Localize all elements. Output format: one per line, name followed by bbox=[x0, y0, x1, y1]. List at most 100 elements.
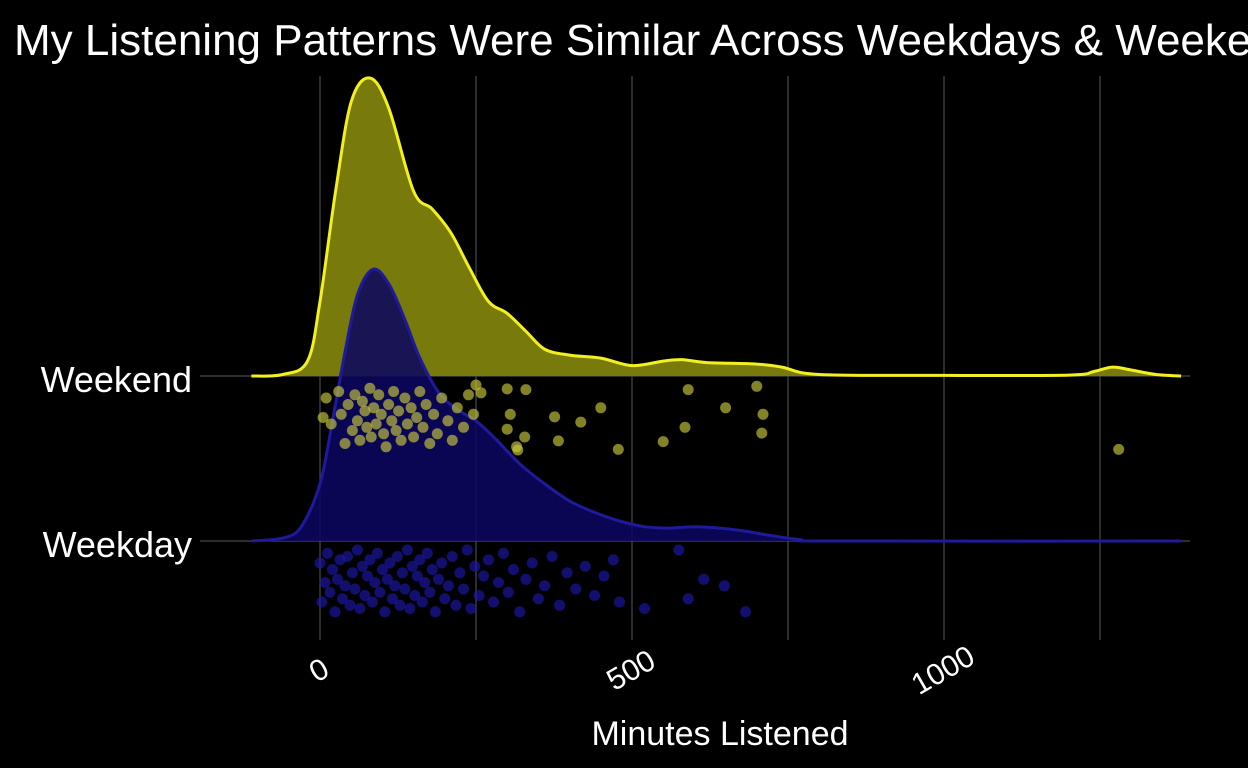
data-point-weekday bbox=[561, 567, 573, 579]
data-point-weekend bbox=[370, 418, 382, 430]
data-point-weekday bbox=[324, 586, 336, 598]
data-point-weekend bbox=[463, 389, 474, 401]
data-point-weekend bbox=[356, 395, 368, 407]
data-point-weekday bbox=[349, 583, 361, 595]
data-point-weekend bbox=[417, 421, 429, 433]
data-point-weekday bbox=[381, 573, 393, 585]
data-point-weekend bbox=[317, 412, 329, 423]
data-point-weekday bbox=[483, 554, 494, 566]
data-point-weekend bbox=[405, 402, 417, 414]
data-point-weekend bbox=[657, 436, 669, 448]
data-point-weekday bbox=[332, 573, 343, 585]
data-point-weekend bbox=[342, 399, 354, 410]
data-point-weekday bbox=[473, 590, 485, 601]
data-point-weekday bbox=[339, 580, 351, 592]
data-point-weekend bbox=[383, 399, 395, 410]
data-point-weekday bbox=[354, 603, 366, 614]
data-point-weekday bbox=[419, 577, 431, 588]
data-point-weekend bbox=[401, 418, 413, 430]
data-point-weekend bbox=[595, 402, 607, 414]
data-point-weekday bbox=[488, 596, 499, 608]
data-point-weekday bbox=[342, 551, 353, 562]
data-point-weekday bbox=[426, 564, 438, 575]
data-point-weekend bbox=[682, 384, 694, 396]
data-point-weekend bbox=[519, 431, 531, 443]
data-point-weekday bbox=[446, 551, 458, 562]
data-point-weekend bbox=[501, 383, 513, 395]
data-point-weekend bbox=[756, 427, 768, 439]
data-point-weekday bbox=[391, 551, 403, 562]
data-point-weekday bbox=[520, 573, 532, 585]
data-point-weekend bbox=[335, 408, 347, 420]
data-point-weekend bbox=[365, 431, 377, 443]
data-point-weekday bbox=[443, 580, 454, 592]
data-point-weekend bbox=[320, 392, 332, 404]
data-point-weekday bbox=[554, 599, 566, 611]
density-area-weekday bbox=[251, 269, 1182, 542]
data-point-weekday bbox=[414, 554, 426, 566]
data-point-weekday bbox=[364, 554, 376, 566]
data-point-weekday bbox=[450, 599, 462, 611]
data-point-weekday bbox=[502, 586, 514, 598]
data-point-weekend bbox=[424, 438, 436, 449]
data-point-weekday bbox=[361, 570, 373, 582]
data-point-weekend bbox=[468, 408, 479, 420]
data-point-weekday bbox=[526, 557, 538, 569]
points-layer bbox=[314, 379, 1125, 618]
data-point-weekend bbox=[395, 434, 407, 446]
data-point-weekday bbox=[607, 554, 619, 566]
data-point-weekday bbox=[469, 560, 481, 572]
data-point-weekday bbox=[386, 593, 398, 605]
data-point-weekday bbox=[371, 547, 383, 559]
x-axis-label: Minutes Listened bbox=[591, 715, 848, 753]
data-point-weekend bbox=[399, 392, 411, 404]
data-point-weekday bbox=[327, 564, 338, 575]
data-point-weekday bbox=[384, 557, 396, 569]
data-point-weekend bbox=[339, 438, 351, 449]
data-point-weekday bbox=[546, 551, 558, 562]
data-point-weekday bbox=[429, 606, 441, 618]
data-point-weekday bbox=[404, 603, 416, 614]
data-point-weekend bbox=[679, 421, 691, 433]
data-point-weekday bbox=[718, 580, 730, 592]
data-point-weekend bbox=[470, 379, 482, 391]
data-point-weekday bbox=[399, 583, 411, 595]
axis-layer: My Listening Patterns Were Similar Acros… bbox=[14, 16, 1248, 753]
data-point-weekday bbox=[514, 606, 526, 618]
data-point-weekend bbox=[520, 384, 532, 396]
data-point-weekday bbox=[639, 603, 650, 614]
data-point-weekday bbox=[424, 586, 436, 598]
data-point-weekend bbox=[393, 405, 405, 417]
data-point-weekday bbox=[329, 606, 341, 618]
data-point-weekend bbox=[575, 416, 587, 428]
data-point-weekend bbox=[349, 389, 361, 401]
data-point-weekend bbox=[378, 428, 390, 440]
data-point-weekday bbox=[401, 544, 413, 556]
data-point-weekday bbox=[316, 596, 328, 608]
data-point-weekday bbox=[498, 547, 509, 559]
data-point-weekday bbox=[579, 560, 591, 572]
data-point-weekday bbox=[394, 599, 406, 611]
data-point-weekday bbox=[454, 567, 466, 579]
data-point-weekend bbox=[351, 415, 363, 427]
data-point-weekday bbox=[416, 596, 428, 608]
data-point-weekday bbox=[614, 596, 625, 608]
data-point-weekend bbox=[612, 443, 624, 455]
data-point-weekend bbox=[346, 425, 358, 436]
data-point-weekend bbox=[380, 441, 392, 453]
data-point-weekend bbox=[373, 389, 385, 401]
y-label-weekend: Weekend bbox=[41, 359, 192, 400]
data-point-weekend bbox=[501, 423, 513, 435]
data-point-weekday bbox=[570, 583, 582, 595]
data-point-weekday bbox=[369, 577, 381, 588]
data-point-weekend bbox=[359, 405, 371, 417]
data-point-weekend bbox=[325, 418, 337, 430]
data-point-weekday bbox=[314, 557, 326, 569]
data-point-weekend bbox=[368, 402, 380, 414]
data-point-weekend bbox=[390, 425, 402, 436]
data-point-weekend bbox=[442, 415, 454, 427]
data-point-weekday bbox=[319, 577, 331, 588]
data-point-weekday bbox=[532, 593, 544, 605]
